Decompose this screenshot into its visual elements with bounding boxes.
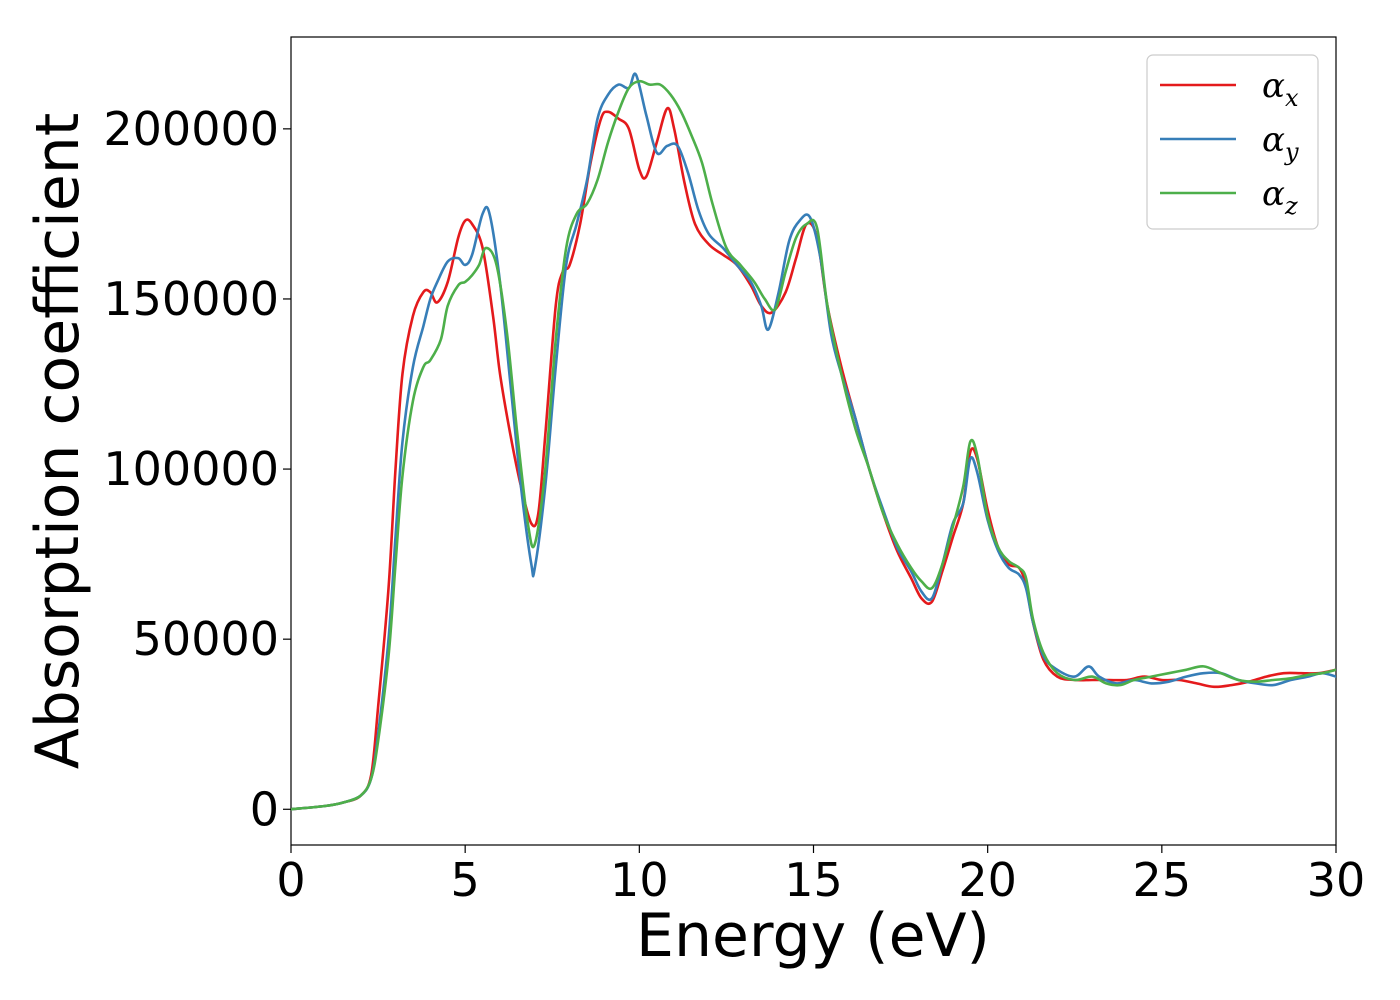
series-line-y xyxy=(291,72,1336,811)
y-tick-label: 50000 xyxy=(133,612,279,666)
x-tick-label: 0 xyxy=(276,853,305,907)
x-tick-label: 10 xyxy=(610,853,669,907)
y-tick-label: 100000 xyxy=(103,442,279,496)
y-tick-label: 0 xyxy=(250,782,279,836)
legend-box xyxy=(1146,54,1319,230)
x-axis-title: Energy (eV) xyxy=(636,901,990,971)
legend-label-z: αz xyxy=(1262,174,1298,220)
y-axis-ticks: 0 50000 100000 150000 200000 xyxy=(103,102,291,836)
x-tick-label: 15 xyxy=(784,853,843,907)
legend-label-y: αy xyxy=(1262,120,1299,166)
x-tick-label: 20 xyxy=(958,853,1017,907)
x-axis-ticks: 0 5 10 15 20 25 30 xyxy=(276,845,1365,907)
y-axis-title: Absorption coefficient xyxy=(23,113,93,770)
x-tick-label: 30 xyxy=(1307,853,1366,907)
legend: αx αy αz xyxy=(1146,54,1319,230)
y-tick-label: 200000 xyxy=(103,102,279,156)
y-tick-label: 150000 xyxy=(103,272,279,326)
x-tick-label: 25 xyxy=(1133,853,1192,907)
series-lines xyxy=(291,72,1336,811)
x-tick-label: 5 xyxy=(451,853,480,907)
series-line-z xyxy=(291,79,1336,811)
legend-label-x: αx xyxy=(1262,66,1299,112)
